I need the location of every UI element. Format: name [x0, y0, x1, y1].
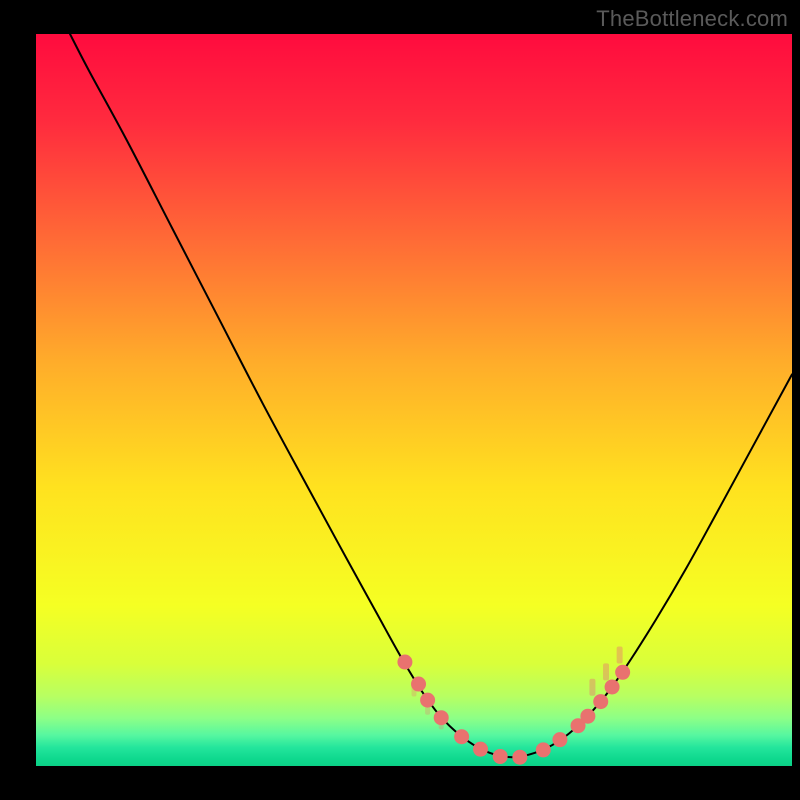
curve-marker — [615, 665, 630, 680]
curve-marker — [580, 709, 595, 724]
curve-marker — [420, 693, 435, 708]
ghost-tick — [589, 679, 595, 696]
curve-marker — [593, 694, 608, 709]
curve-marker — [552, 732, 567, 747]
curve-marker — [397, 655, 412, 670]
plot-svg — [36, 34, 792, 766]
curve-marker — [493, 749, 508, 764]
plot-area — [36, 34, 792, 766]
ghost-tick — [603, 663, 609, 680]
curve-marker — [512, 750, 527, 765]
curve-marker — [454, 729, 469, 744]
watermark: TheBottleneck.com — [596, 6, 788, 32]
chart-frame: TheBottleneck.com — [0, 0, 800, 800]
curve-marker — [605, 679, 620, 694]
curve-marker — [536, 742, 551, 757]
curve-marker — [411, 677, 426, 692]
curve-marker — [434, 710, 449, 725]
gradient-bg — [36, 34, 792, 766]
ghost-tick — [617, 647, 623, 664]
curve-marker — [473, 742, 488, 757]
